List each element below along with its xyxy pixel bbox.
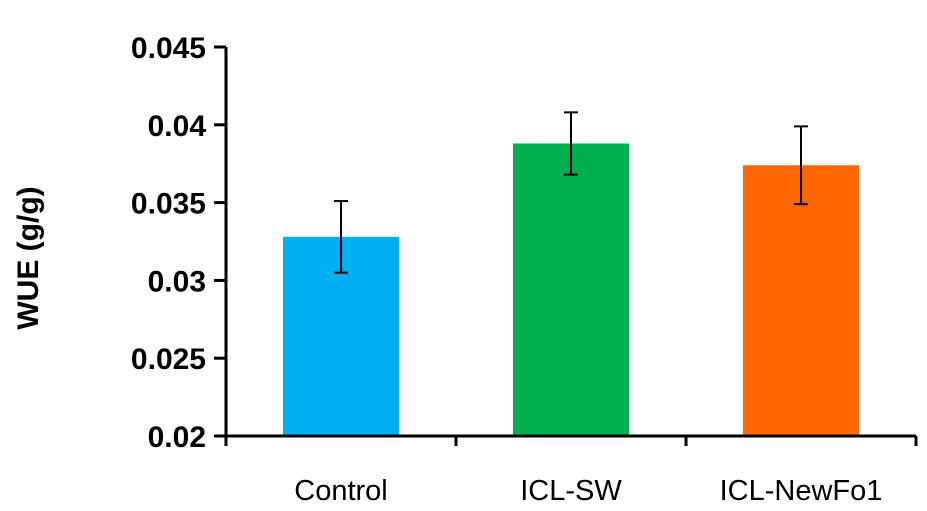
y-axis-ticks: 0.02 0.025 0.03 0.035 0.04 0.045 bbox=[131, 32, 226, 454]
y-axis-title: WUE (g/g) bbox=[12, 186, 45, 329]
error-bars bbox=[334, 111, 808, 274]
error-bar-control bbox=[334, 200, 348, 274]
y-tick-label: 0.04 bbox=[148, 110, 207, 143]
bars bbox=[283, 143, 859, 437]
category-label: Control bbox=[294, 475, 388, 507]
y-tick-label: 0.045 bbox=[131, 32, 206, 65]
x-axis-ticks bbox=[224, 436, 918, 446]
y-tick-label: 0.02 bbox=[148, 421, 206, 454]
error-bar-icl-newfo1 bbox=[794, 125, 808, 206]
bar-icl-newfo1 bbox=[743, 165, 859, 437]
category-label: ICL-SW bbox=[520, 475, 622, 507]
y-tick-label: 0.025 bbox=[131, 343, 206, 376]
category-label: ICL-NewFo1 bbox=[720, 475, 883, 507]
x-axis-category-labels: Control ICL-SW ICL-NewFo1 bbox=[294, 475, 882, 507]
y-tick-label: 0.03 bbox=[148, 265, 206, 298]
y-tick-label: 0.035 bbox=[131, 188, 206, 221]
bar-icl-sw bbox=[513, 143, 629, 437]
error-bar-icl-sw bbox=[564, 111, 578, 176]
